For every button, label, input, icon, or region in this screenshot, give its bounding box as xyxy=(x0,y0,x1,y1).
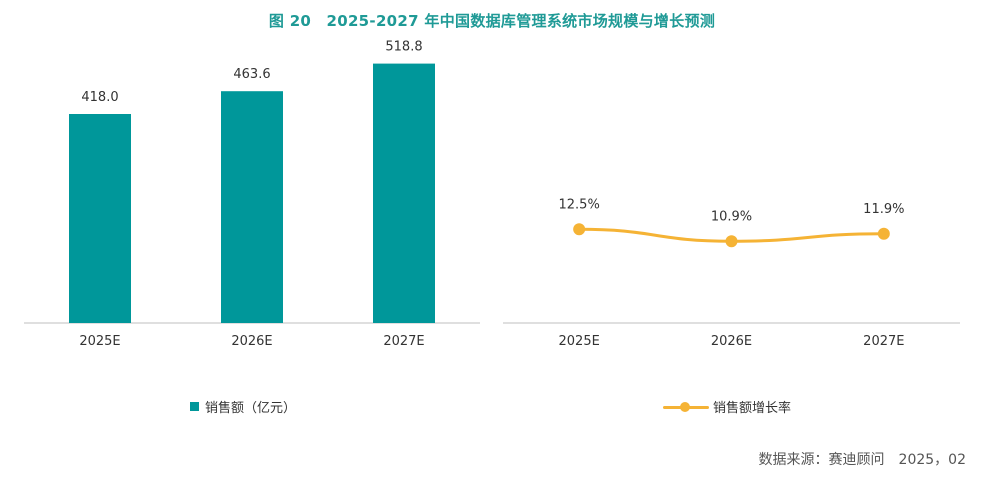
legend-growth-label: 销售额增长率 xyxy=(713,401,792,416)
legend-growth: 销售额增长率 xyxy=(663,397,791,416)
bar-2026E xyxy=(221,91,283,323)
line-tick-2025E: 2025E xyxy=(559,334,600,349)
bar-2025E xyxy=(69,114,131,323)
bar-2027E xyxy=(373,63,435,323)
growth-point-2026E xyxy=(725,235,738,248)
legend-sales-label: 销售额（亿元） xyxy=(205,401,297,416)
data-source: 数据来源：赛迪顾问 2025，02 xyxy=(758,452,966,468)
line-tick-2027E: 2027E xyxy=(863,334,904,349)
legend-line-swatch xyxy=(663,401,709,412)
growth-label-2026E: 10.9% xyxy=(711,209,752,224)
line-tick-2026E: 2026E xyxy=(711,334,752,349)
legend-bar-swatch xyxy=(190,402,199,411)
bar-label-2027E: 518.8 xyxy=(385,40,422,55)
legend-sales: 销售额（亿元） xyxy=(190,397,296,416)
bar-tick-2025E: 2025E xyxy=(79,334,120,349)
bar-tick-2026E: 2026E xyxy=(231,334,272,349)
growth-label-2025E: 12.5% xyxy=(559,197,600,212)
growth-point-2025E xyxy=(573,223,586,236)
bar-tick-2027E: 2027E xyxy=(383,334,424,349)
bar-label-2025E: 418.0 xyxy=(81,90,118,105)
growth-point-2027E xyxy=(877,227,890,240)
chart-title: 图 20 2025-2027 年中国数据库管理系统市场规模与增长预测 xyxy=(268,12,716,30)
bar-label-2026E: 463.6 xyxy=(233,67,270,82)
growth-label-2027E: 11.9% xyxy=(863,202,904,217)
